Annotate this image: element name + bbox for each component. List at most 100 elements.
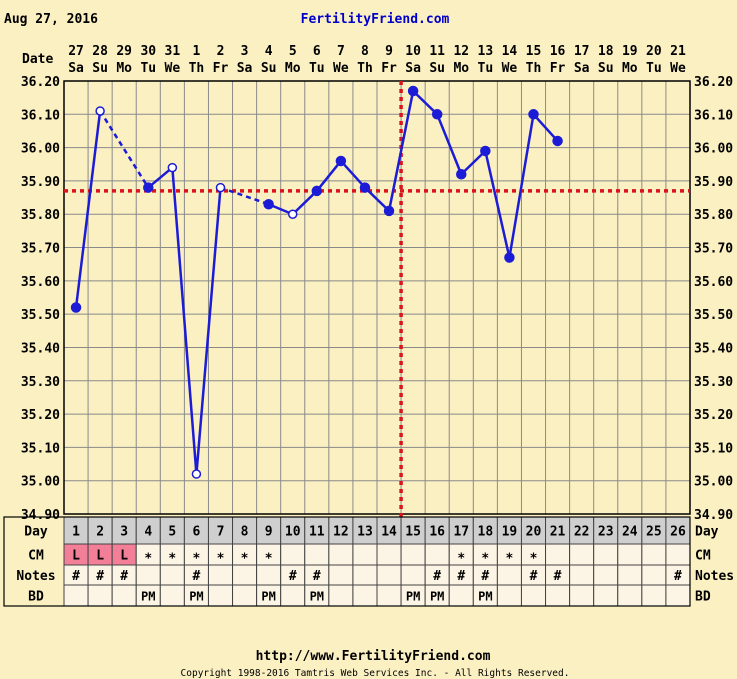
- cm-cell-text: *: [241, 552, 249, 567]
- bd-cell: [63, 584, 89, 607]
- cm-cell-text: *: [217, 552, 225, 567]
- date-label: 11: [429, 44, 445, 59]
- cm-cell-text: L: [72, 549, 80, 564]
- notes-cell: [207, 564, 234, 586]
- cm-cell: [376, 543, 402, 566]
- temperature-point: [359, 182, 371, 193]
- cm-cell-text: *: [457, 552, 465, 567]
- day-cell-text: 7: [217, 525, 225, 540]
- cm-cell: [304, 543, 330, 566]
- temperature-segment: [171, 167, 198, 475]
- temperature-segment: [195, 187, 222, 475]
- y-tick-right: 35.50: [694, 308, 733, 323]
- temperature-segment: [484, 150, 511, 258]
- weekday-label: Th: [526, 61, 542, 76]
- temperature-segment: [436, 113, 463, 175]
- day-cell-text: 17: [453, 525, 469, 540]
- day-cell-text: 20: [526, 525, 542, 540]
- day-cell-text: 19: [502, 525, 518, 540]
- date-label: 15: [526, 44, 542, 59]
- cm-cell-text: *: [193, 552, 201, 567]
- y-tick-right: 36.20: [694, 75, 733, 90]
- day-cell-text: 16: [429, 525, 445, 540]
- notes-cell-text: #: [554, 569, 562, 584]
- date-label: 19: [622, 44, 638, 59]
- notes-cell: [328, 564, 354, 586]
- y-tick-left: 35.10: [21, 441, 60, 456]
- y-tick-right: 35.40: [694, 341, 733, 356]
- bd-cell: [593, 584, 619, 607]
- row-label-cm: CM: [28, 549, 44, 564]
- weekday-label: Fr: [213, 61, 229, 76]
- temperature-point-open: [215, 182, 226, 193]
- temperature-segment: [339, 160, 366, 189]
- bd-cell-text: PM: [141, 590, 155, 604]
- notes-cell: [232, 564, 258, 586]
- footer-copyright: Copyright 1998-2016 Tamtris Web Services…: [181, 668, 570, 679]
- temperature-point: [263, 198, 274, 210]
- day-cell: [280, 516, 306, 545]
- bd-cell: [328, 584, 354, 607]
- date-label: 31: [165, 44, 181, 59]
- site-link[interactable]: FertilityFriend.com: [301, 12, 450, 27]
- cm-cell: [665, 543, 691, 566]
- weekday-label: Mo: [285, 61, 301, 76]
- cm-cell: [424, 543, 450, 566]
- temperature-segment: [315, 160, 342, 192]
- row-label-right-day: Day: [695, 525, 719, 540]
- weekday-label: Sa: [574, 61, 590, 76]
- bd-cell: [496, 584, 522, 607]
- y-tick-right: 35.10: [694, 441, 733, 456]
- temperature-point: [311, 185, 323, 197]
- y-tick-right: 36.10: [694, 108, 733, 123]
- date-label: 21: [670, 44, 686, 59]
- temperature-segment: [412, 90, 439, 116]
- day-cell-text: 15: [405, 525, 421, 540]
- notes-cell: [641, 564, 667, 586]
- bd-cell: [376, 584, 402, 607]
- day-cell-text: 3: [120, 525, 128, 540]
- date-label: 6: [313, 44, 321, 59]
- weekday-label: Mo: [622, 61, 638, 76]
- y-tick-right: 35.00: [694, 475, 733, 490]
- day-cell-text: 22: [574, 525, 590, 540]
- weekday-label: Su: [598, 61, 614, 76]
- temperature-point: [407, 85, 419, 97]
- bd-cell-text: PM: [406, 590, 420, 604]
- y-axis-labels: 34.90 34.90 35.00 35.00 35.10 35.10 35.20 35.20…: [21, 75, 733, 523]
- notes-cell: [569, 564, 595, 586]
- cm-cell: [641, 543, 667, 566]
- day-cell: [135, 516, 161, 545]
- cm-cell-text: *: [265, 552, 273, 567]
- y-tick-right: 35.90: [694, 175, 733, 190]
- date-labels: 27 Sa 28 Su 29 Mo 30 Tu 31 We 1 Th 2 Fr 3 Sa 4 Su 5 Mo 6 Tu 7 W…: [68, 44, 686, 76]
- notes-cell: [376, 564, 402, 586]
- weekday-label: We: [670, 61, 686, 76]
- date-label: 16: [550, 44, 566, 59]
- cm-cell-text: *: [506, 552, 514, 567]
- weekday-label: Sa: [68, 61, 84, 76]
- y-tick-left: 36.20: [21, 75, 60, 90]
- weekday-label: We: [502, 61, 518, 76]
- y-tick-left: 35.30: [21, 375, 60, 390]
- day-cell-text: 10: [285, 525, 301, 540]
- day-cell-text: 1: [72, 525, 80, 540]
- temperature-segment: [532, 113, 559, 142]
- day-cell-text: 9: [265, 525, 273, 540]
- weekday-label: Su: [429, 61, 445, 76]
- row-label-bd: BD: [28, 590, 44, 605]
- temperature-point: [383, 205, 395, 217]
- temperature-point-open: [191, 469, 202, 479]
- weekday-label: Mo: [116, 61, 132, 76]
- bd-cell: [569, 584, 595, 607]
- weekday-label: Fr: [381, 61, 397, 76]
- date-label: 8: [361, 44, 369, 59]
- temperature-segment: [387, 90, 415, 212]
- footer-link[interactable]: http://www.FertilityFriend.com: [256, 649, 491, 664]
- bd-cell-text: PM: [430, 590, 444, 604]
- day-cell-text: 18: [478, 525, 494, 540]
- notes-cell: [400, 564, 426, 586]
- date-label: 13: [478, 44, 494, 59]
- day-cell-text: 2: [96, 525, 104, 540]
- y-tick-left: 36.00: [21, 142, 60, 157]
